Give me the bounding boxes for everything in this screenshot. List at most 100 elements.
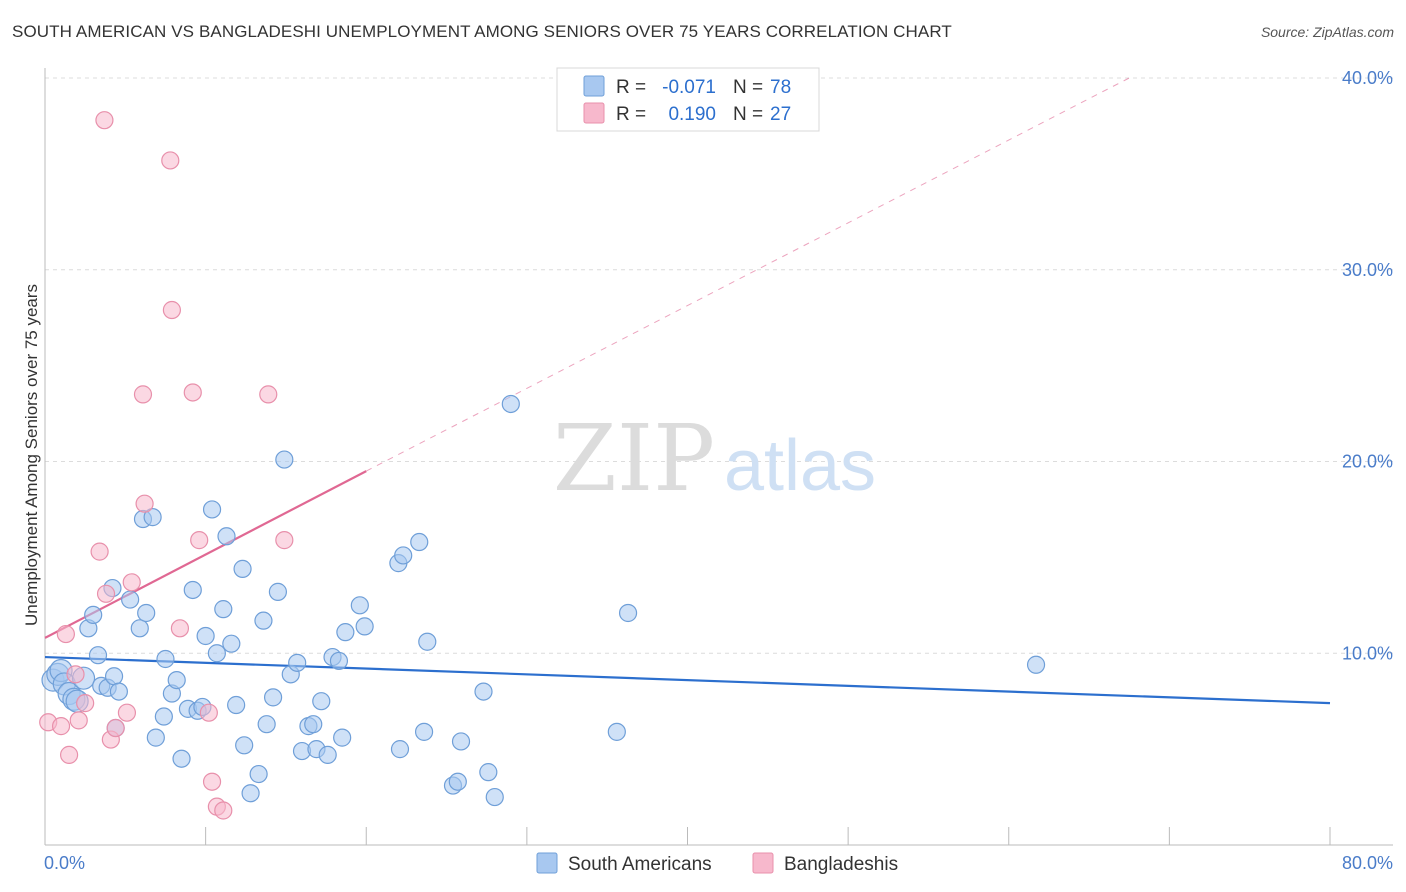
point-south-american <box>222 634 241 653</box>
point-south-american <box>448 772 467 791</box>
point-south-american <box>607 722 626 741</box>
stats-r-value-2: 0.190 <box>668 104 716 125</box>
point-south-american <box>336 623 355 642</box>
axes <box>44 68 1393 846</box>
stats-n-label-1: N = <box>733 77 763 98</box>
point-south-american <box>350 596 369 615</box>
point-south-american <box>137 603 156 623</box>
point-bangladeshi <box>76 694 95 713</box>
point-south-american <box>196 626 215 646</box>
stats-n-value-1: 78 <box>770 77 791 98</box>
point-bangladeshi <box>161 151 180 170</box>
point-south-american <box>618 603 638 623</box>
stats-swatch-south-americans <box>583 75 605 97</box>
point-south-american <box>104 667 124 686</box>
point-south-american <box>474 682 493 701</box>
point-south-american <box>227 695 246 715</box>
watermark-atlas: atlas <box>724 426 876 506</box>
point-south-american <box>202 500 222 519</box>
point-bangladeshi <box>259 385 278 404</box>
y-tick-label-40: 40.0% <box>1342 68 1393 88</box>
point-south-american <box>304 715 323 734</box>
point-south-american <box>109 682 128 701</box>
series-bangladeshis <box>39 111 294 820</box>
point-bangladeshi <box>117 703 137 722</box>
watermark: ZIP atlas <box>553 405 876 512</box>
point-bangladeshi <box>275 531 294 550</box>
point-south-american <box>355 617 374 636</box>
point-bangladeshi <box>59 745 79 764</box>
point-south-american <box>84 605 103 625</box>
point-south-american <box>217 527 236 546</box>
trend-lines <box>44 77 1331 705</box>
point-south-american <box>143 508 162 527</box>
point-south-american <box>318 745 337 764</box>
point-south-american <box>288 653 307 672</box>
stats-r-label-2: R = <box>616 104 646 125</box>
point-south-american <box>183 580 202 600</box>
point-south-american <box>214 600 233 619</box>
legend-label-bangladeshis: Bangladeshis <box>784 854 898 875</box>
point-bangladeshi <box>66 665 85 684</box>
point-south-american <box>130 619 149 638</box>
series-legend: South Americans Bangladeshis <box>536 852 898 875</box>
y-tick-label-20: 20.0% <box>1342 452 1393 472</box>
point-south-american <box>410 532 429 552</box>
point-south-american <box>156 649 175 669</box>
point-bangladeshi <box>106 718 125 738</box>
y-tick-label-10: 10.0% <box>1342 643 1393 663</box>
point-south-american <box>249 764 268 784</box>
point-south-american <box>485 787 504 807</box>
point-bangladeshi <box>69 711 88 730</box>
legend-swatch-south-americans <box>536 852 558 874</box>
point-south-american <box>501 394 520 414</box>
point-south-american <box>390 740 410 759</box>
point-bangladeshi <box>199 703 218 722</box>
point-bangladeshi <box>122 573 141 592</box>
point-south-american <box>88 646 108 665</box>
trend-extension-1 <box>366 77 1130 472</box>
point-south-american <box>172 749 191 768</box>
stats-swatch-bangladeshis <box>583 102 605 124</box>
watermark-zip: ZIP <box>553 405 715 512</box>
point-bangladeshi <box>133 385 153 404</box>
y-tick-label-30: 30.0% <box>1342 260 1393 280</box>
legend-label-south-americans: South Americans <box>568 854 712 875</box>
point-south-american <box>312 692 331 711</box>
point-south-american <box>333 728 352 747</box>
point-south-american <box>254 611 273 630</box>
point-south-american <box>329 651 349 671</box>
point-south-american <box>479 763 498 782</box>
point-south-american <box>275 450 294 469</box>
point-south-american <box>167 670 186 690</box>
point-bangladeshi <box>56 624 75 644</box>
point-south-american <box>268 582 288 601</box>
point-south-american <box>394 546 413 565</box>
point-south-american <box>451 732 471 751</box>
point-south-american <box>233 559 252 578</box>
point-bangladeshi <box>170 619 190 638</box>
x-tick-label-max: 80.0% <box>1342 853 1393 873</box>
point-south-american <box>263 688 283 707</box>
point-bangladeshi <box>202 772 222 791</box>
point-south-american <box>146 728 165 747</box>
point-south-american <box>207 644 226 663</box>
y-axis-label: Unemployment Among Seniors over 75 years <box>22 284 41 626</box>
point-south-american <box>121 590 140 609</box>
chart-title: SOUTH AMERICAN VS BANGLADESHI UNEMPLOYME… <box>12 22 952 41</box>
y-tick-labels: 10.0% 20.0% 30.0% 40.0% <box>1342 68 1393 663</box>
point-bangladeshi <box>95 111 114 130</box>
point-south-american <box>154 707 173 726</box>
point-bangladeshi <box>183 383 202 402</box>
point-south-american <box>414 722 434 741</box>
trend-line-0 <box>44 655 1331 705</box>
stats-n-label-2: N = <box>733 104 763 125</box>
data-points <box>39 111 1046 820</box>
stats-r-label-1: R = <box>616 77 646 98</box>
series-south-americans <box>41 394 1046 807</box>
point-bangladeshi <box>190 531 209 550</box>
point-south-american <box>241 784 260 803</box>
point-bangladeshi <box>51 717 71 736</box>
point-south-american <box>418 632 437 651</box>
